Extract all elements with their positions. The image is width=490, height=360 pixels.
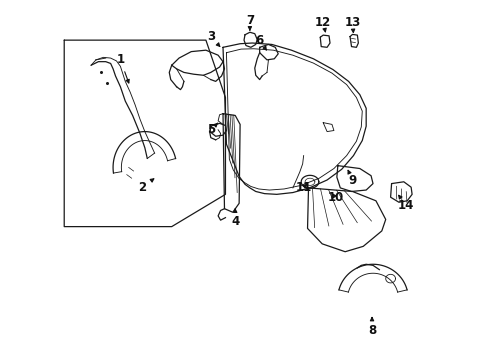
Text: 10: 10 bbox=[327, 192, 343, 204]
Text: 3: 3 bbox=[207, 30, 220, 46]
Text: 12: 12 bbox=[315, 16, 331, 32]
Text: 1: 1 bbox=[116, 53, 129, 83]
Text: 9: 9 bbox=[348, 170, 357, 186]
Text: 4: 4 bbox=[231, 209, 239, 228]
Text: 6: 6 bbox=[255, 33, 267, 50]
Text: 14: 14 bbox=[398, 195, 415, 212]
Text: 2: 2 bbox=[138, 179, 154, 194]
Text: 13: 13 bbox=[344, 16, 361, 32]
Text: 11: 11 bbox=[295, 181, 312, 194]
Text: 5: 5 bbox=[207, 123, 218, 136]
Text: 7: 7 bbox=[246, 14, 254, 30]
Text: 8: 8 bbox=[368, 318, 376, 337]
